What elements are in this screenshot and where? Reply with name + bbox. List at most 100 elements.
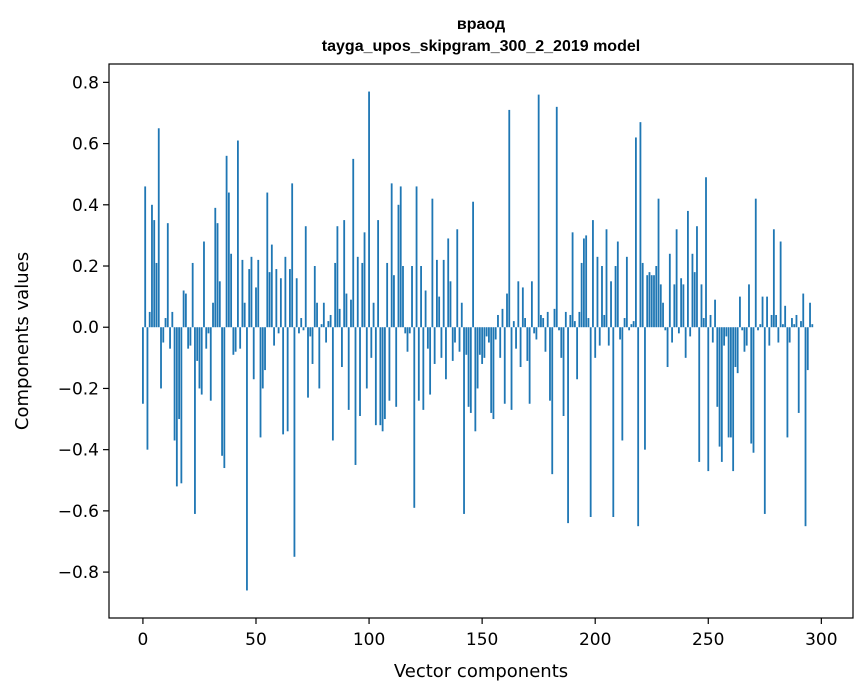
bar	[264, 327, 266, 371]
bar	[621, 327, 624, 441]
bar	[727, 327, 730, 438]
bar	[180, 327, 183, 484]
bar	[307, 327, 309, 398]
bar	[397, 204, 400, 328]
bar	[601, 266, 603, 328]
bar	[173, 327, 176, 441]
bar	[671, 327, 673, 343]
bar	[393, 275, 395, 328]
bar	[705, 177, 707, 328]
bar	[379, 327, 382, 426]
bar	[304, 226, 307, 328]
bar	[768, 327, 771, 346]
bar	[666, 327, 669, 368]
bar	[456, 229, 459, 328]
bar	[309, 327, 312, 337]
bar	[802, 293, 805, 328]
bar	[187, 327, 190, 349]
bar	[320, 324, 323, 328]
bar	[146, 327, 149, 450]
bar	[467, 327, 470, 407]
bar	[266, 192, 269, 328]
bar	[578, 311, 581, 328]
bar	[318, 327, 321, 389]
bar	[485, 327, 488, 337]
bar	[625, 256, 628, 328]
bar	[752, 327, 755, 453]
bar	[374, 327, 377, 426]
bar	[356, 256, 359, 328]
bar	[347, 327, 350, 410]
bar	[293, 327, 296, 557]
bar	[175, 327, 178, 487]
bar	[336, 226, 339, 328]
bar	[576, 327, 579, 380]
bar	[243, 302, 246, 328]
bar	[811, 324, 814, 328]
bar	[460, 302, 463, 328]
bar	[797, 327, 800, 413]
bar	[214, 207, 217, 328]
bar	[490, 327, 493, 413]
bar	[316, 302, 318, 328]
y-axis: −0.8 −0.6 −0.4 −0.2 0.0 0.2 0.4 0.6 0.8	[58, 73, 109, 583]
bar	[515, 327, 517, 349]
bar	[732, 327, 735, 472]
bar	[291, 183, 294, 328]
bar	[157, 128, 160, 328]
bar	[567, 327, 569, 524]
bar	[650, 275, 653, 328]
bar	[786, 327, 789, 438]
bar	[331, 327, 334, 441]
y-tick-label: −0.2	[58, 379, 99, 399]
bar	[252, 327, 255, 380]
bar	[675, 229, 678, 328]
bar	[227, 192, 230, 328]
bar	[677, 327, 680, 334]
bar	[772, 229, 775, 328]
bar	[282, 327, 285, 435]
bar	[646, 275, 649, 328]
bar	[779, 241, 782, 328]
bar	[709, 314, 712, 328]
bar	[517, 281, 520, 328]
bar	[433, 327, 436, 364]
bar	[359, 327, 361, 416]
y-tick-label: 0.2	[72, 257, 99, 277]
bar	[594, 327, 597, 358]
bar	[741, 327, 744, 331]
bar	[436, 259, 438, 328]
bar	[198, 327, 201, 389]
bar	[162, 327, 165, 343]
bar	[564, 311, 567, 328]
bar	[270, 244, 273, 328]
bar	[445, 327, 447, 380]
bar	[476, 327, 479, 389]
bar	[225, 155, 228, 328]
bar	[458, 327, 461, 352]
bar	[431, 198, 434, 328]
bar	[481, 327, 484, 364]
bar	[189, 327, 192, 346]
bar	[248, 269, 251, 328]
y-tick-label: 0.4	[72, 196, 99, 216]
bar	[191, 262, 194, 328]
bar	[241, 259, 244, 328]
bar	[587, 318, 590, 328]
bar	[569, 314, 572, 328]
chart-title: враод	[457, 16, 505, 33]
bar	[528, 327, 531, 404]
bar	[725, 327, 728, 337]
bar	[429, 327, 432, 395]
bar	[289, 269, 291, 328]
bar	[698, 327, 701, 462]
bar	[388, 327, 391, 401]
bar	[551, 327, 554, 475]
bar-series	[142, 91, 814, 591]
bar	[239, 327, 242, 349]
bar	[465, 327, 468, 355]
bar	[144, 186, 147, 328]
bar	[341, 327, 343, 368]
bar	[716, 327, 719, 407]
bar	[788, 327, 791, 343]
